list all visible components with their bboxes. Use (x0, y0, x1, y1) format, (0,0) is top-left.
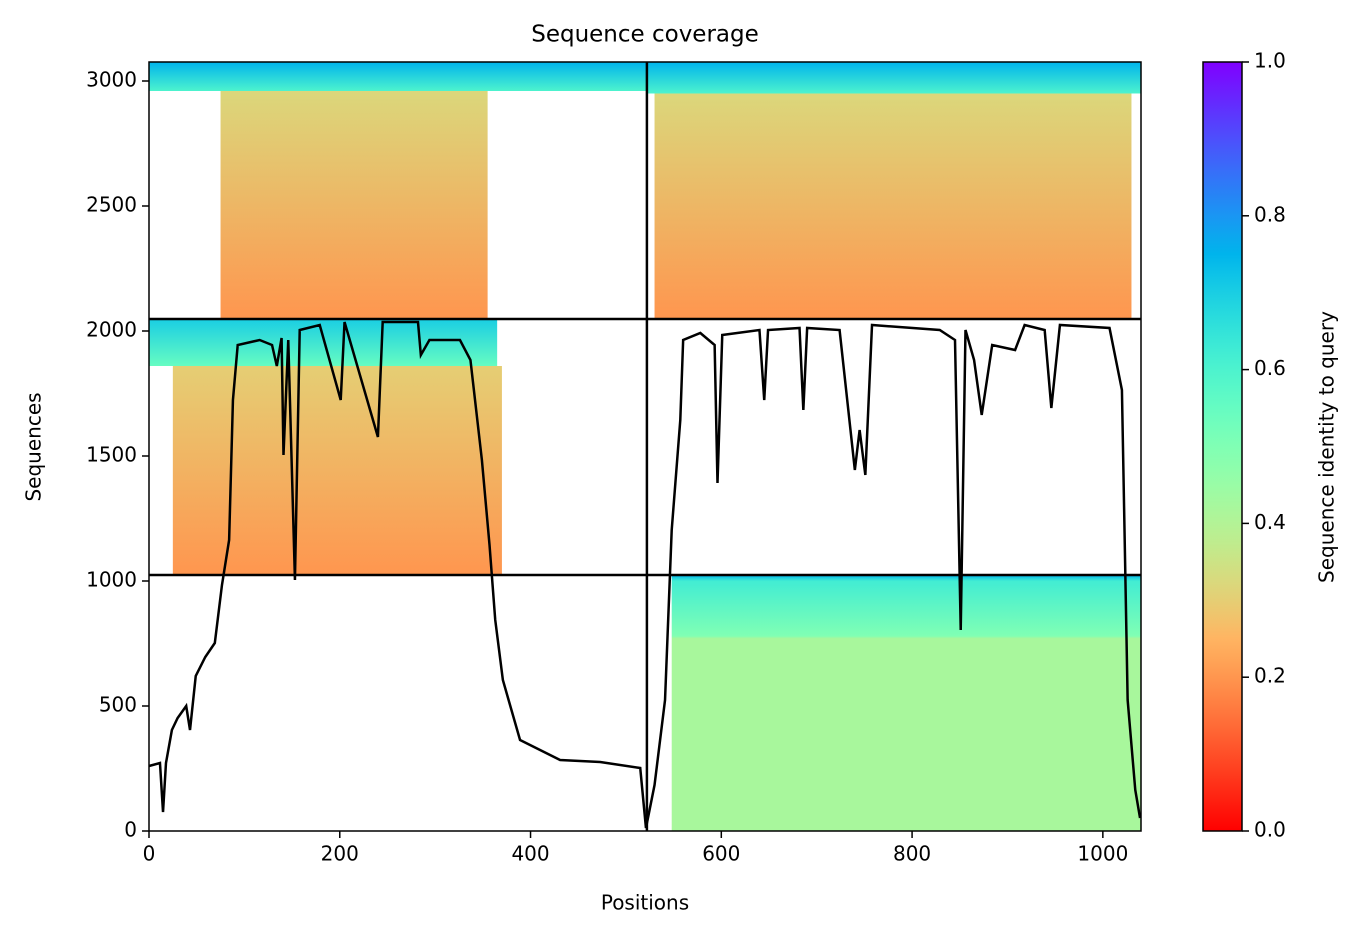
y-tick-label: 1500 (86, 443, 137, 467)
x-tick-label: 600 (702, 842, 740, 866)
chart-title: Sequence coverage (531, 22, 759, 48)
y-axis-label: Sequences (22, 392, 46, 501)
x-tick-label: 1000 (1077, 842, 1128, 866)
y-tick-label: 2000 (86, 318, 137, 342)
plot-frame (148, 61, 1142, 832)
y-tick-label: 0 (124, 818, 137, 842)
msa-block (172, 366, 502, 575)
colorbar-tick-label: 0.8 (1254, 202, 1286, 226)
msa-block (220, 91, 488, 319)
x-axis-label: Positions (601, 891, 689, 915)
colorbar (1202, 61, 1243, 832)
colorbar-tick-label: 0.0 (1254, 818, 1286, 842)
msa-block (654, 93, 1132, 319)
msa-block (671, 575, 1141, 831)
y-tick-label: 2500 (86, 193, 137, 217)
x-tick-label: 800 (893, 842, 931, 866)
x-tick-label: 400 (511, 842, 549, 866)
y-tick-label: 3000 (86, 68, 137, 92)
coverage-line (148, 320, 1142, 829)
colorbar-tick-label: 0.6 (1254, 356, 1286, 380)
msa-block (149, 319, 498, 366)
y-tick-label: 500 (99, 693, 137, 717)
x-tick-label: 0 (143, 842, 156, 866)
colorbar-tick-label: 1.0 (1254, 49, 1286, 73)
colorbar-tick-label: 0.4 (1254, 510, 1286, 534)
y-tick-label: 1000 (86, 568, 137, 592)
x-tick-label: 200 (321, 842, 359, 866)
colorbar-label: Sequence identity to query (1315, 311, 1339, 583)
msa-block (149, 62, 647, 91)
msa-block (646, 62, 1141, 94)
colorbar-tick-label: 0.2 (1254, 664, 1286, 688)
